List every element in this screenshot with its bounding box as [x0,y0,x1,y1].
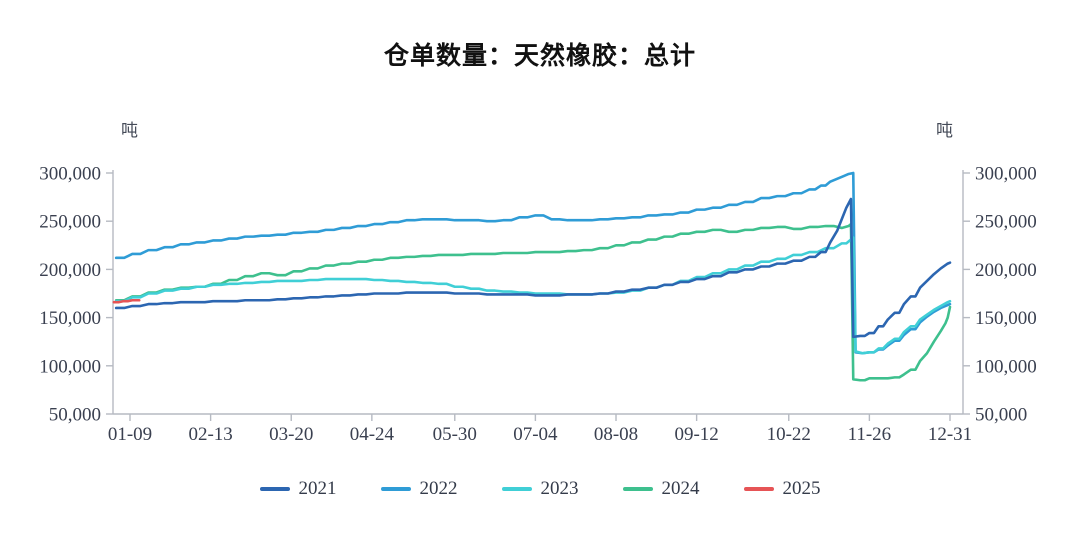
y-tick-label-right: 150,000 [975,308,1037,329]
y-tick-label-left: 250,000 [39,212,101,233]
legend-item-2024[interactable]: 2024 [622,478,700,500]
x-tick-label: 07-04 [513,424,558,445]
y-tick-label-left: 150,000 [39,308,101,329]
legend-line-swatch-2021 [259,487,290,491]
legend-label-2021: 2021 [298,478,337,499]
legend-line-swatch-2025 [743,487,774,491]
x-tick-label: 04-24 [350,424,395,445]
x-tick-label: 02-13 [188,424,232,445]
line-chart: 50,000 50,000 100,000 100,000 150,000 150,000… [39,164,1037,446]
y-tick-label-right: 250,000 [975,212,1037,233]
legend-item-2021[interactable]: 2021 [259,478,337,500]
x-tick-label: 08-08 [594,424,638,445]
y-tick-label-left: 50,000 [49,405,101,426]
y-tick-label-left: 200,000 [39,260,101,281]
legend-line-swatch-2022 [380,487,411,491]
y-tick-label-right: 50,000 [975,405,1027,426]
series-line-2021 [114,197,952,339]
x-tick-label: 03-20 [269,424,313,445]
series-line-2025 [112,298,141,304]
legend-label-2025: 2025 [782,478,821,499]
legend-item-2022[interactable]: 2022 [380,478,458,500]
series-line-2024 [114,222,952,382]
legend-label-2023: 2023 [540,478,579,499]
x-tick-label: 12-31 [928,424,972,445]
legend-line-swatch-2024 [622,487,653,491]
y-axis-unit-left: 吨 [121,121,138,140]
x-tick-label: 05-30 [433,424,477,445]
x-tick-label: 09-12 [674,424,718,445]
series-line-2022 [114,171,952,355]
x-tick-label: 11-26 [848,424,892,445]
y-tick-label-right: 200,000 [975,260,1037,281]
chart-legend: 2021 2022 2023 2024 2025 [0,478,1080,500]
legend-item-2025[interactable]: 2025 [743,478,821,500]
x-tick-label: 10-22 [767,424,811,445]
y-tick-label-left: 300,000 [39,164,101,185]
y-tick-label-right: 100,000 [975,356,1037,377]
legend-line-swatch-2023 [501,487,532,491]
chart-title: 仓单数量：天然橡胶：总计 [383,41,696,70]
legend-item-2023[interactable]: 2023 [501,478,579,500]
y-tick-label-right: 300,000 [975,164,1037,185]
legend-label-2022: 2022 [419,478,458,499]
y-tick-label-left: 100,000 [39,356,101,377]
legend-label-2024: 2024 [661,478,700,499]
y-axis-unit-right: 吨 [936,121,953,140]
x-tick-label: 01-09 [108,424,152,445]
